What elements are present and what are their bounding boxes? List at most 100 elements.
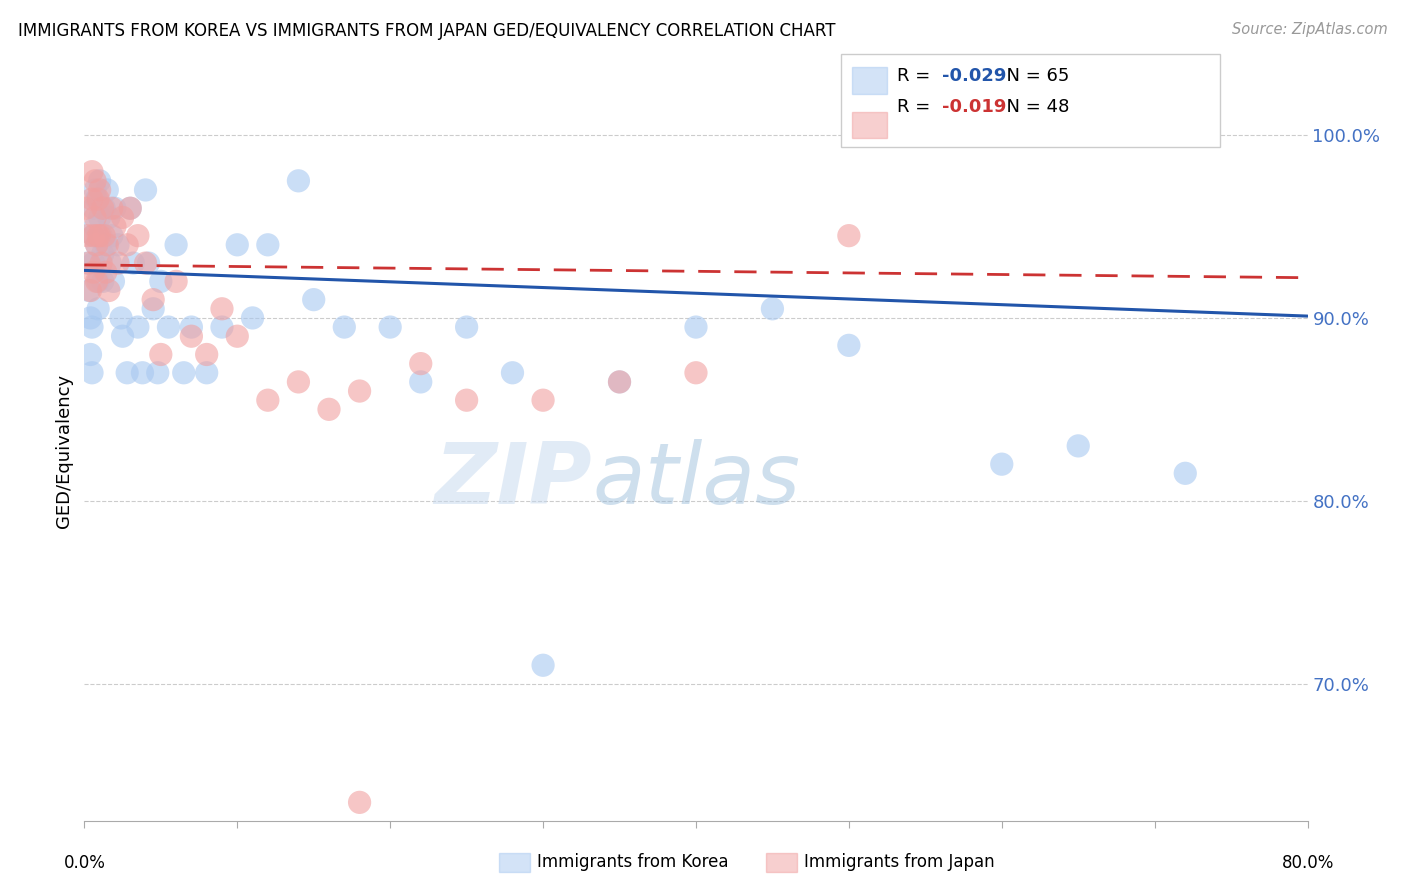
Point	[456, 320, 478, 334]
Point	[142, 293, 165, 307]
Point	[180, 329, 202, 343]
Point	[409, 375, 432, 389]
Point	[97, 211, 120, 225]
Point	[111, 211, 134, 225]
Point	[91, 201, 114, 215]
Point	[287, 375, 309, 389]
Point	[80, 164, 103, 178]
Point	[685, 320, 707, 334]
Point	[87, 228, 110, 243]
Point	[87, 301, 110, 316]
Point	[75, 201, 97, 215]
Point	[349, 796, 371, 810]
Point	[87, 274, 110, 288]
Point	[761, 301, 783, 316]
Point	[127, 228, 149, 243]
Point	[257, 393, 280, 408]
Point	[173, 366, 195, 380]
Point	[86, 192, 108, 206]
Point	[89, 174, 111, 188]
Point	[83, 228, 105, 243]
Point	[157, 320, 180, 334]
Point	[838, 338, 860, 352]
Point	[146, 366, 169, 380]
Point	[1174, 467, 1197, 481]
Point	[165, 237, 187, 252]
Point	[86, 237, 108, 252]
Point	[84, 219, 107, 234]
Point	[91, 274, 114, 288]
Point	[104, 201, 127, 215]
Point	[83, 265, 105, 279]
Point	[87, 192, 110, 206]
Point	[94, 237, 117, 252]
Point	[120, 201, 142, 215]
Text: -0.029: -0.029	[942, 67, 1007, 85]
Text: Immigrants from Japan: Immigrants from Japan	[804, 853, 995, 871]
Point	[90, 256, 112, 270]
Point	[685, 366, 707, 380]
Point	[79, 310, 101, 325]
Point	[80, 192, 103, 206]
Point	[93, 201, 115, 215]
Text: R =: R =	[897, 67, 936, 85]
Point	[195, 366, 218, 380]
Text: 0.0%: 0.0%	[63, 854, 105, 871]
Point	[149, 347, 172, 361]
Point	[80, 366, 103, 380]
Text: R =: R =	[897, 98, 936, 116]
Point	[79, 284, 101, 298]
Point	[79, 347, 101, 361]
Point	[115, 366, 138, 380]
Point	[90, 228, 112, 243]
Text: Source: ZipAtlas.com: Source: ZipAtlas.com	[1232, 22, 1388, 37]
Point	[96, 183, 118, 197]
Point	[103, 274, 125, 288]
Point	[93, 228, 115, 243]
Text: N = 65: N = 65	[995, 67, 1070, 85]
Point	[98, 256, 121, 270]
Point	[83, 201, 105, 215]
Point	[349, 384, 371, 398]
Point	[180, 320, 202, 334]
Point	[409, 357, 432, 371]
Point	[318, 402, 340, 417]
Point	[97, 284, 120, 298]
Point	[211, 320, 233, 334]
Point	[77, 284, 100, 298]
Point	[302, 293, 325, 307]
Point	[86, 237, 108, 252]
Point	[257, 237, 280, 252]
Point	[226, 329, 249, 343]
Point	[122, 256, 145, 270]
Point	[111, 329, 134, 343]
Point	[89, 228, 111, 243]
Point	[456, 393, 478, 408]
Point	[138, 256, 160, 270]
Text: Immigrants from Korea: Immigrants from Korea	[537, 853, 728, 871]
Point	[991, 457, 1014, 471]
Point	[83, 256, 105, 270]
Point	[135, 256, 157, 270]
Text: -0.019: -0.019	[942, 98, 1007, 116]
Point	[94, 265, 117, 279]
Point	[226, 237, 249, 252]
Point	[84, 211, 107, 225]
Point	[83, 228, 105, 243]
Point	[142, 301, 165, 316]
Point	[91, 247, 114, 261]
Point	[135, 183, 157, 197]
Point	[531, 658, 554, 673]
Point	[76, 228, 98, 243]
Text: ZIP: ZIP	[434, 439, 592, 522]
Y-axis label: GED/Equivalency: GED/Equivalency	[55, 374, 73, 527]
Point	[89, 211, 111, 225]
Point	[84, 174, 107, 188]
Point	[101, 201, 124, 215]
Point	[380, 320, 402, 334]
Point	[77, 256, 100, 270]
Text: IMMIGRANTS FROM KOREA VS IMMIGRANTS FROM JAPAN GED/EQUIVALENCY CORRELATION CHART: IMMIGRANTS FROM KOREA VS IMMIGRANTS FROM…	[18, 22, 835, 40]
Text: 80.0%: 80.0%	[1281, 854, 1334, 871]
Point	[101, 228, 124, 243]
Text: atlas: atlas	[592, 439, 800, 522]
